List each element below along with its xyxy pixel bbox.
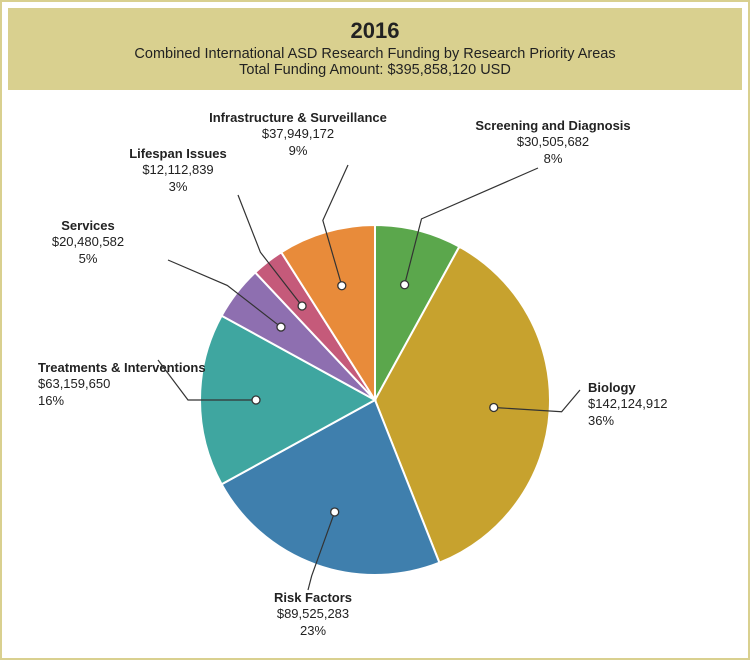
slice-label-name: Biology [588,380,708,396]
pie-chart-area: Screening and Diagnosis$30,505,6828% Biol… [8,90,742,650]
slice-label-amount: $37,949,172 [188,126,408,142]
slice-label-amount: $63,159,650 [38,376,168,392]
leader-dot [277,323,285,331]
slice-label-amount: $12,112,839 [108,162,248,178]
slice-label: Biology$142,124,91236% [588,380,708,429]
leader-dot [298,302,306,310]
slice-label: Risk Factors$89,525,28323% [233,590,393,639]
header-year: 2016 [16,18,734,44]
slice-label-name: Infrastructure & Surveillance [188,110,408,126]
leader-dot [252,396,260,404]
slice-label-pct: 23% [233,623,393,639]
slice-label-amount: $142,124,912 [588,396,708,412]
slice-label: Screening and Diagnosis$30,505,6828% [458,118,648,167]
slice-label: Infrastructure & Surveillance$37,949,172… [188,110,408,159]
chart-frame: 2016 Combined International ASD Research… [0,0,750,660]
slice-label-name: Services [28,218,148,234]
slice-label-name: Treatments & Interventions [38,360,168,376]
slice-label-pct: 16% [38,393,168,409]
slice-label: Services$20,480,5825% [28,218,148,267]
slice-label-pct: 36% [588,413,708,429]
header-total: Total Funding Amount: $395,858,120 USD [16,62,734,78]
leader-dot [490,403,498,411]
slice-label-amount: $30,505,682 [458,134,648,150]
slice-label-pct: 5% [28,251,148,267]
slice-label-pct: 8% [458,151,648,167]
slice-label: Treatments & Interventions$63,159,65016% [38,360,168,409]
chart-header: 2016 Combined International ASD Research… [8,8,742,90]
leader-dot [338,282,346,290]
slice-label-pct: 9% [188,143,408,159]
slice-label-name: Risk Factors [233,590,393,606]
leader-dot [331,508,339,516]
leader-dot [401,281,409,289]
header-subtitle: Combined International ASD Research Fund… [16,46,734,62]
slice-label-amount: $20,480,582 [28,234,148,250]
slice-label-name: Screening and Diagnosis [458,118,648,134]
slice-label-pct: 3% [108,179,248,195]
slice-label-amount: $89,525,283 [233,606,393,622]
